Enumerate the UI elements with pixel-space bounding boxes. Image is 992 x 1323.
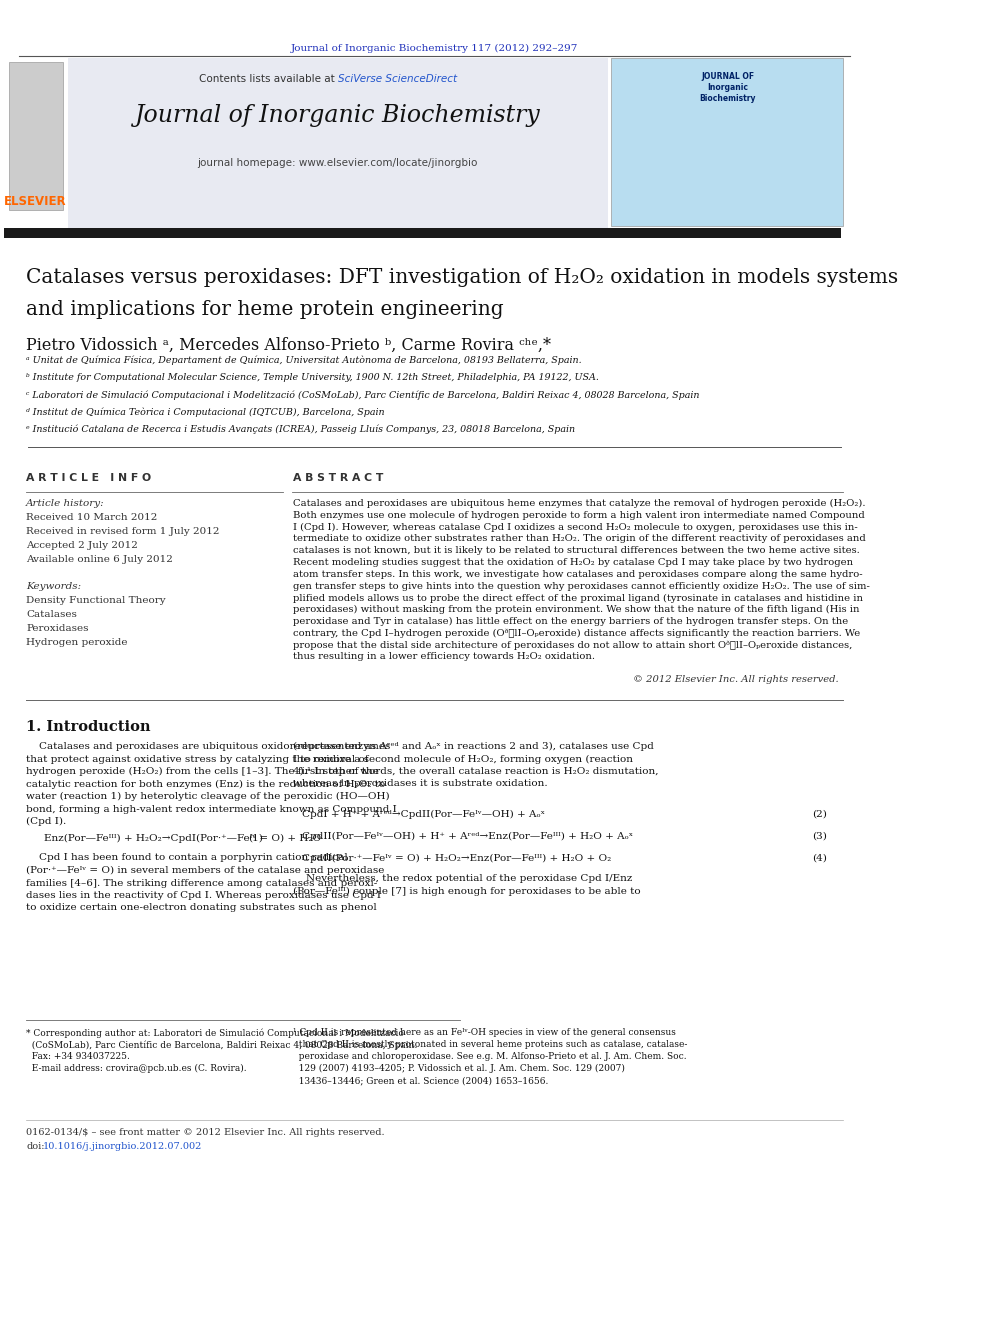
Text: Cpd I has been found to contain a porphyrin cation radical: Cpd I has been found to contain a porphy… [26, 853, 348, 863]
Text: ᵇ Institute for Computational Molecular Science, Temple University, 1900 N. 12th: ᵇ Institute for Computational Molecular … [26, 373, 599, 382]
Text: peroxidase and chloroperoxidase. See e.g. M. Alfonso-Prieto et al. J. Am. Chem. : peroxidase and chloroperoxidase. See e.g… [294, 1052, 686, 1061]
Text: and implications for heme protein engineering: and implications for heme protein engine… [26, 300, 504, 319]
Text: thus resulting in a lower efficiency towards H₂O₂ oxidation.: thus resulting in a lower efficiency tow… [294, 652, 595, 662]
Text: Peroxidases: Peroxidases [26, 624, 88, 632]
Text: ᵃ Unitat de Química Física, Departament de Química, Universitat Autònoma de Barc: ᵃ Unitat de Química Física, Departament … [26, 356, 582, 365]
Text: (represented as Aʳᵉᵈ and Aₒˣ in reactions 2 and 3), catalases use Cpd: (represented as Aʳᵉᵈ and Aₒˣ in reaction… [294, 742, 654, 751]
Text: (4): (4) [812, 855, 827, 863]
Text: ELSEVIER: ELSEVIER [4, 194, 66, 208]
Text: © 2012 Elsevier Inc. All rights reserved.: © 2012 Elsevier Inc. All rights reserved… [634, 675, 839, 684]
Text: Catalases and peroxidases are ubiquitous oxidoreductase enzymes: Catalases and peroxidases are ubiquitous… [26, 742, 391, 751]
Text: * Corresponding author at: Laboratori de Simulació Computacional i Modelització: * Corresponding author at: Laboratori de… [26, 1028, 404, 1037]
Text: water (reaction 1) by heterolytic cleavage of the peroxidic (HO—OH): water (reaction 1) by heterolytic cleava… [26, 792, 390, 802]
Text: families [4–6]. The striking difference among catalases and peroxi-: families [4–6]. The striking difference … [26, 878, 378, 888]
Text: ᵈ Institut de Química Teòrica i Computacional (IQTCUB), Barcelona, Spain: ᵈ Institut de Química Teòrica i Computac… [26, 407, 385, 417]
Text: whereas in peroxidases it is substrate oxidation.: whereas in peroxidases it is substrate o… [294, 779, 548, 789]
Text: Density Functional Theory: Density Functional Theory [26, 595, 166, 605]
Text: to oxidize certain one-electron donating substrates such as phenol: to oxidize certain one-electron donating… [26, 904, 377, 913]
Text: 0162-0134/$ – see front matter © 2012 Elsevier Inc. All rights reserved.: 0162-0134/$ – see front matter © 2012 El… [26, 1129, 385, 1136]
Text: Received in revised form 1 July 2012: Received in revised form 1 July 2012 [26, 527, 220, 536]
Text: Contents lists available at: Contents lists available at [198, 74, 337, 83]
Text: Both enzymes use one molecule of hydrogen peroxide to form a high valent iron in: Both enzymes use one molecule of hydroge… [294, 511, 865, 520]
Text: that Cpd II is mostly protonated in several heme proteins such as catalase, cata: that Cpd II is mostly protonated in seve… [294, 1040, 687, 1049]
Text: (CoSMoLab), Parc Científic de Barcelona, Baldiri Reixac 4, 08028 Barcelona, Spai: (CoSMoLab), Parc Científic de Barcelona,… [26, 1040, 418, 1049]
FancyBboxPatch shape [68, 58, 608, 228]
Text: Available online 6 July 2012: Available online 6 July 2012 [26, 556, 174, 564]
Text: JOURNAL OF
Inorganic
Biochemistry: JOURNAL OF Inorganic Biochemistry [699, 71, 756, 103]
Text: (1): (1) [248, 833, 263, 843]
Text: Article history:: Article history: [26, 499, 105, 508]
Text: Fax: +34 934037225.: Fax: +34 934037225. [26, 1052, 130, 1061]
Text: E-mail address: crovira@pcb.ub.es (C. Rovira).: E-mail address: crovira@pcb.ub.es (C. Ro… [26, 1064, 247, 1073]
Text: peroxidases) without masking from the protein environment. We show that the natu: peroxidases) without masking from the pr… [294, 605, 860, 614]
Text: (2): (2) [812, 810, 827, 819]
Text: SciVerse ScienceDirect: SciVerse ScienceDirect [337, 74, 456, 83]
Text: I to oxidize a second molecule of H₂O₂, forming oxygen (reaction: I to oxidize a second molecule of H₂O₂, … [294, 754, 633, 763]
Text: Journal of Inorganic Biochemistry 117 (2012) 292–297: Journal of Inorganic Biochemistry 117 (2… [291, 44, 578, 53]
Text: 1. Introduction: 1. Introduction [26, 720, 151, 734]
Text: peroxidase and Tyr in catalase) has little effect on the energy barriers of the : peroxidase and Tyr in catalase) has litt… [294, 617, 848, 626]
Text: Catalases versus peroxidases: DFT investigation of H₂O₂ oxidation in models syst: Catalases versus peroxidases: DFT invest… [26, 269, 899, 287]
Text: ᵉ Institució Catalana de Recerca i Estudis Avançats (ICREA), Passeig Lluís Compa: ᵉ Institució Catalana de Recerca i Estud… [26, 423, 575, 434]
Text: I (Cpd I). However, whereas catalase Cpd I oxidizes a second H₂O₂ molecule to ox: I (Cpd I). However, whereas catalase Cpd… [294, 523, 858, 532]
Text: journal homepage: www.elsevier.com/locate/jinorgbio: journal homepage: www.elsevier.com/locat… [197, 157, 478, 168]
Text: ᶜ Laboratori de Simulació Computacional i Modelització (CoSMoLab), Parc Científi: ᶜ Laboratori de Simulació Computacional … [26, 390, 699, 400]
Text: gen transfer steps to give hints into the question why peroxidases cannot effici: gen transfer steps to give hints into th… [294, 582, 870, 590]
Text: 10.1016/j.jinorgbio.2012.07.002: 10.1016/j.jinorgbio.2012.07.002 [43, 1142, 202, 1151]
Text: hydrogen peroxide (H₂O₂) from the cells [1–3]. The first step of the: hydrogen peroxide (H₂O₂) from the cells … [26, 767, 379, 777]
Text: Catalases and peroxidases are ubiquitous heme enzymes that catalyze the removal : Catalases and peroxidases are ubiquitous… [294, 499, 866, 508]
Text: Catalases: Catalases [26, 610, 77, 619]
Text: dases lies in the reactivity of Cpd I. Whereas peroxidases use Cpd I: dases lies in the reactivity of Cpd I. W… [26, 890, 381, 900]
Text: termediate to oxidize other substrates rather than H₂O₂. The origin of the diffe: termediate to oxidize other substrates r… [294, 534, 866, 544]
Text: contrary, the Cpd I–hydrogen peroxide (Oᶞ₝lI–Oₚeroxide) distance affects signifi: contrary, the Cpd I–hydrogen peroxide (O… [294, 628, 860, 638]
Text: Journal of Inorganic Biochemistry: Journal of Inorganic Biochemistry [135, 105, 541, 127]
Text: Nevertheless, the redox potential of the peroxidase Cpd I/Enz: Nevertheless, the redox potential of the… [294, 875, 633, 882]
Text: Accepted 2 July 2012: Accepted 2 July 2012 [26, 541, 138, 550]
Text: ¹ Cpd II is represented here as an Feᴵᵛ-OH species in view of the general consen: ¹ Cpd II is represented here as an Feᴵᵛ-… [294, 1028, 676, 1037]
FancyBboxPatch shape [4, 228, 841, 238]
Text: CpdI + H⁺ + Aʳᵉᵈ→CpdII(Por—Feᴵᵛ—OH) + Aₒˣ: CpdI + H⁺ + Aʳᵉᵈ→CpdII(Por—Feᴵᵛ—OH) + Aₒ… [302, 810, 545, 819]
Text: 13436–13446; Green et al. Science (2004) 1653–1656.: 13436–13446; Green et al. Science (2004)… [294, 1076, 549, 1085]
Text: (3): (3) [812, 832, 827, 841]
Text: (Por·⁺—Feᴵᵛ = O) in several members of the catalase and peroxidase: (Por·⁺—Feᴵᵛ = O) in several members of t… [26, 867, 385, 875]
Text: catalases is not known, but it is likely to be related to structural differences: catalases is not known, but it is likely… [294, 546, 860, 556]
Text: Pietro Vidossich ᵃ, Mercedes Alfonso-Prieto ᵇ, Carme Rovira ᶜʰᵉ,*: Pietro Vidossich ᵃ, Mercedes Alfonso-Pri… [26, 337, 552, 355]
Text: doi:: doi: [26, 1142, 45, 1151]
Text: CpdII(Por—Feᴵᵛ—OH) + H⁺ + Aʳᵉᵈ→Enz(Por—Feᴵᴵᴵ) + H₂O + Aₒˣ: CpdII(Por—Feᴵᵛ—OH) + H⁺ + Aʳᵉᵈ→Enz(Por—F… [302, 832, 633, 841]
Text: plified models allows us to probe the direct effect of the proximal ligand (tyro: plified models allows us to probe the di… [294, 594, 863, 602]
Text: A B S T R A C T: A B S T R A C T [294, 474, 384, 483]
Text: CpdII(Por·⁺—Feᴵᵛ = O) + H₂O₂→Enz(Por—Feᴵᴵᴵ) + H₂O + O₂: CpdII(Por·⁺—Feᴵᵛ = O) + H₂O₂→Enz(Por—Feᴵ… [302, 855, 611, 863]
Text: atom transfer steps. In this work, we investigate how catalases and peroxidases : atom transfer steps. In this work, we in… [294, 570, 863, 578]
Text: Keywords:: Keywords: [26, 582, 81, 591]
FancyBboxPatch shape [9, 62, 62, 210]
Text: bond, forming a high-valent redox intermediate known as Compound I: bond, forming a high-valent redox interm… [26, 804, 397, 814]
Text: Hydrogen peroxide: Hydrogen peroxide [26, 638, 128, 647]
Text: catalytic reaction for both enzymes (Enz) is the reduction of H₂O₂ to: catalytic reaction for both enzymes (Enz… [26, 779, 386, 789]
Text: that protect against oxidative stress by catalyzing the removal of: that protect against oxidative stress by… [26, 754, 369, 763]
Text: (Cpd I).: (Cpd I). [26, 818, 66, 826]
FancyBboxPatch shape [611, 58, 843, 226]
Text: (Por—Feᴵᴵᴵ) couple [7] is high enough for peroxidases to be able to: (Por—Feᴵᴵᴵ) couple [7] is high enough fo… [294, 886, 641, 896]
Text: 4).¹ In other words, the overall catalase reaction is H₂O₂ dismutation,: 4).¹ In other words, the overall catalas… [294, 767, 659, 777]
Text: Received 10 March 2012: Received 10 March 2012 [26, 513, 158, 523]
Text: 129 (2007) 4193–4205; P. Vidossich et al. J. Am. Chem. Soc. 129 (2007): 129 (2007) 4193–4205; P. Vidossich et al… [294, 1064, 625, 1073]
Text: A R T I C L E   I N F O: A R T I C L E I N F O [26, 474, 152, 483]
Text: propose that the distal side architecture of peroxidases do not allow to attain : propose that the distal side architectur… [294, 640, 852, 650]
Text: Recent modeling studies suggest that the oxidation of H₂O₂ by catalase Cpd I may: Recent modeling studies suggest that the… [294, 558, 853, 568]
FancyBboxPatch shape [4, 58, 68, 228]
Text: Enz(Por—Feᴵᴵᴵ) + H₂O₂→CpdI(Por·⁺—Feᴵᵛ = O) + H₂O: Enz(Por—Feᴵᴵᴵ) + H₂O₂→CpdI(Por·⁺—Feᴵᵛ = … [44, 833, 320, 843]
